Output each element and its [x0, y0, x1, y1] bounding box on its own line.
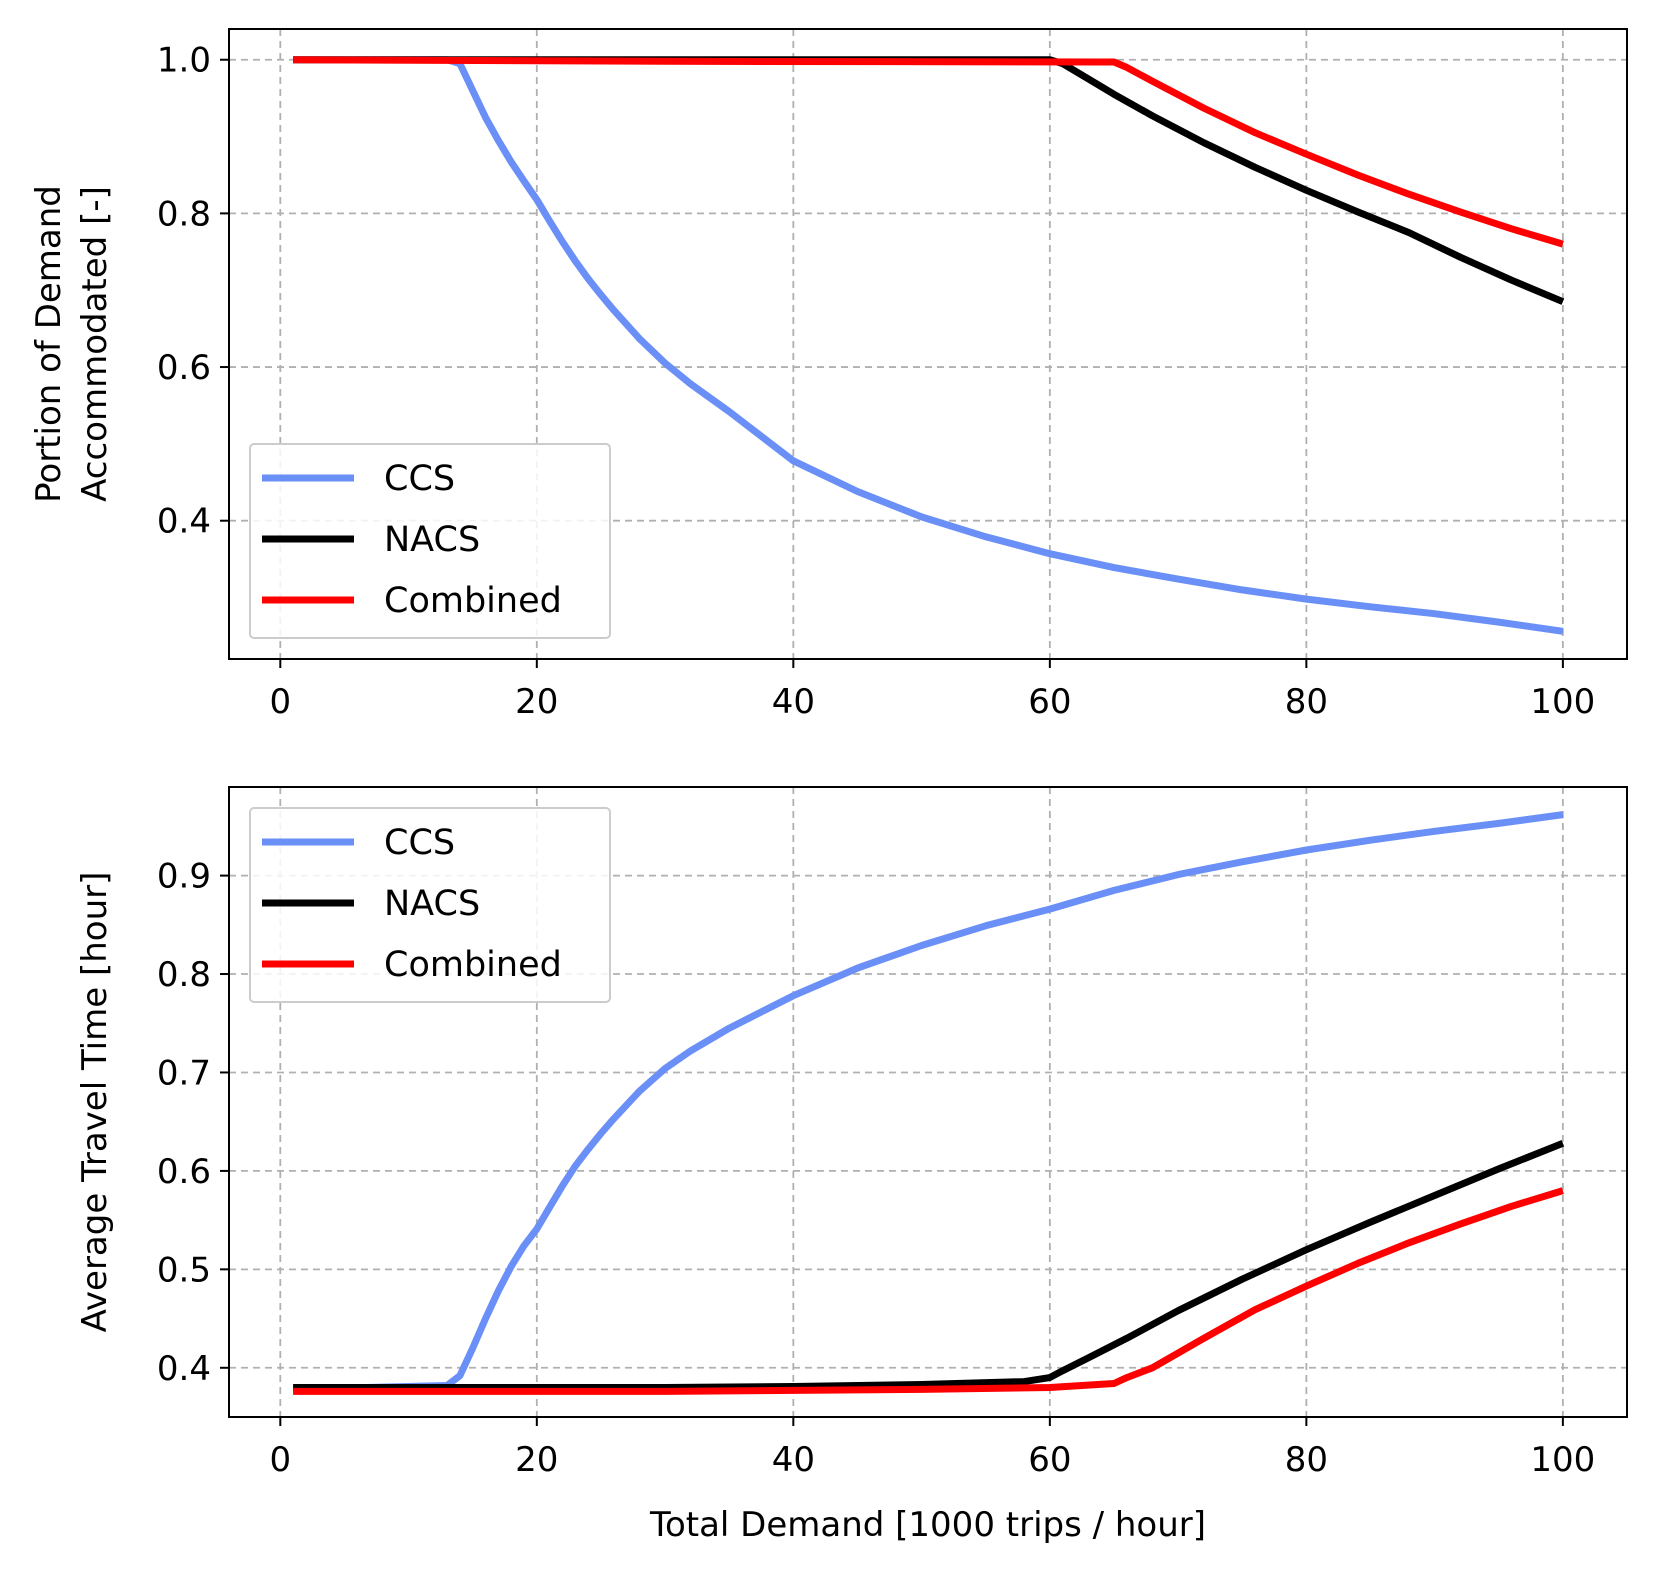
y-tick-label: 0.4: [157, 502, 211, 542]
y-tick-label: 0.6: [157, 348, 211, 388]
x-axis: 0 20 40 60 80 100: [269, 1417, 1595, 1480]
x-tick-label: 60: [1028, 1440, 1071, 1480]
y-axis: 0.4 0.6 0.8 1.0: [157, 41, 229, 542]
legend-frame: [249, 807, 611, 1003]
legend-label-ccs: CCS: [384, 823, 455, 863]
x-axis: 0 20 40 60 80 100: [269, 659, 1595, 722]
accommodated-demand-chart: 0 20 40 60 80 100 0.4 0.6 0.8 1.0 Portion of Dem…: [29, 28, 1628, 722]
y-axis-label: Average Travel Time [hour]: [75, 872, 115, 1333]
legend-frame: [249, 443, 611, 639]
legend-label-combined: Combined: [384, 945, 562, 985]
legend-label-nacs: NACS: [384, 884, 480, 924]
legend: CCS NACS Combined: [249, 443, 611, 639]
x-tick-label: 0: [269, 1440, 291, 1480]
series-line-combined: [293, 1187, 1564, 1395]
y-tick-label: 1.0: [157, 41, 211, 81]
series-line-ccs: [293, 56, 1564, 635]
x-tick-label: 100: [1530, 1440, 1595, 1480]
series-line-combined: [293, 56, 1564, 248]
average-travel-time-chart: 0 20 40 60 80 100 0.4 0.5 0.6 0.7 0.8 0.9 Average …: [75, 786, 1628, 1545]
y-axis-label-line-1: Portion of Demand: [29, 185, 69, 503]
legend-label-ccs: CCS: [384, 459, 455, 499]
y-tick-label: 0.5: [157, 1250, 211, 1290]
series-line-ccs: [293, 811, 1564, 1393]
y-tick-label: 0.9: [157, 857, 211, 897]
x-tick-label: 40: [772, 682, 815, 722]
y-tick-label: 0.4: [157, 1349, 211, 1389]
x-tick-label: 0: [269, 682, 291, 722]
x-tick-label: 40: [772, 1440, 815, 1480]
plot-frame: [228, 786, 1628, 1418]
y-axis-label-line-2: Accommodated [-]: [75, 186, 115, 502]
y-axis: 0.4 0.5 0.6 0.7 0.8 0.9: [157, 857, 229, 1389]
y-tick-label: 0.7: [157, 1053, 211, 1093]
x-tick-label: 60: [1028, 682, 1071, 722]
y-tick-label: 0.8: [157, 194, 211, 234]
series-line-nacs: [293, 1140, 1565, 1391]
x-tick-label: 20: [515, 1440, 558, 1480]
y-tick-label: 0.6: [157, 1152, 211, 1192]
legend: CCS NACS Combined: [249, 807, 611, 1003]
legend-label-nacs: NACS: [384, 520, 480, 560]
plot-frame: [228, 28, 1628, 660]
x-tick-label: 100: [1530, 682, 1595, 722]
x-tick-label: 80: [1285, 1440, 1328, 1480]
legend-label-combined: Combined: [384, 581, 562, 621]
x-axis-label: Total Demand [1000 trips / hour]: [649, 1505, 1206, 1545]
x-tick-label: 20: [515, 682, 558, 722]
y-tick-label: 0.8: [157, 955, 211, 995]
x-tick-label: 80: [1285, 682, 1328, 722]
